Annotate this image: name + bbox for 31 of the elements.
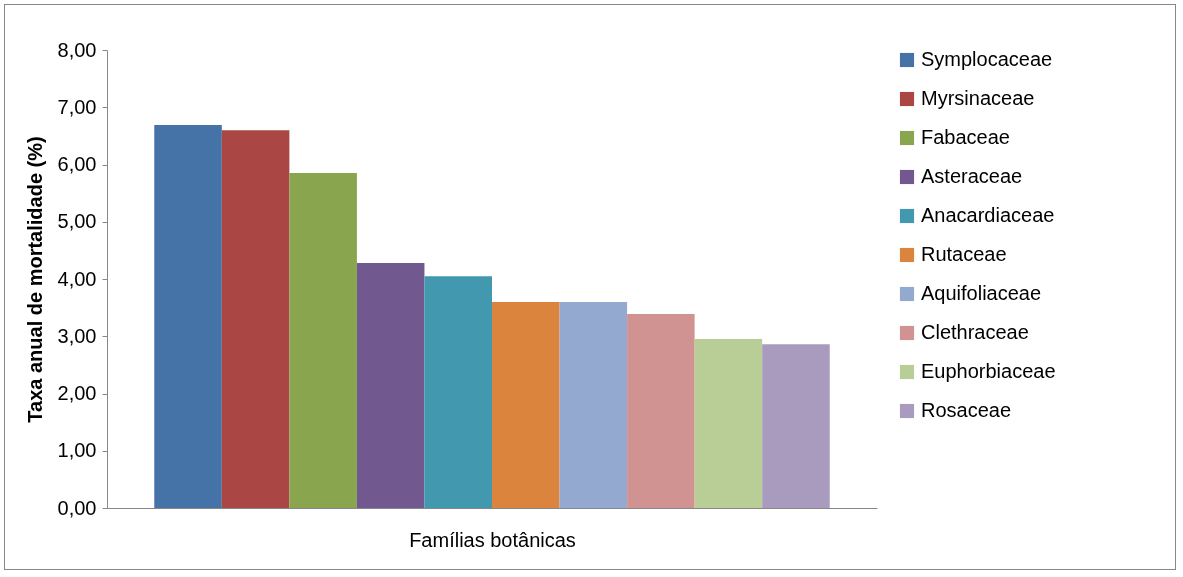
bar <box>424 276 492 508</box>
bar <box>492 301 560 508</box>
legend-label: Fabaceae <box>921 126 1010 148</box>
bar <box>221 130 290 508</box>
legend-label: Anacardiaceae <box>921 204 1055 226</box>
legend-label: Rutaceae <box>921 243 1007 265</box>
bar <box>627 313 695 508</box>
legend-label: Myrsinaceae <box>921 87 1035 109</box>
y-tick-label: 2,00 <box>57 382 97 404</box>
y-tick-label: 4,00 <box>57 267 97 290</box>
legend-label: Rosaceae <box>921 399 1012 421</box>
y-tick-label: 3,00 <box>57 324 97 347</box>
bar <box>154 125 222 508</box>
legend-label: Euphorbiaceae <box>921 360 1056 382</box>
y-tick-label: 5,00 <box>57 210 97 233</box>
legend-label: Asteraceae <box>921 165 1023 187</box>
bar <box>289 173 357 508</box>
y-tick-label: 6,00 <box>57 153 97 175</box>
bar <box>694 339 763 508</box>
legend-label: Aquifoliaceae <box>921 282 1042 304</box>
y-tick-label: 0,00 <box>57 496 97 519</box>
legend-label: Clethraceae <box>921 321 1029 343</box>
y-tick-label: 8,00 <box>57 38 97 61</box>
bar <box>762 344 830 508</box>
x-axis-title: Famílias botânicas <box>409 528 576 551</box>
y-tick-label: 7,00 <box>57 95 97 118</box>
y-tick-label: 1,00 <box>57 439 97 462</box>
y-axis-title: Taxa anual de mortalidade (%) <box>23 136 46 423</box>
bar <box>559 301 628 508</box>
bar <box>356 262 425 508</box>
legend-label: Symplocaceae <box>921 48 1053 70</box>
